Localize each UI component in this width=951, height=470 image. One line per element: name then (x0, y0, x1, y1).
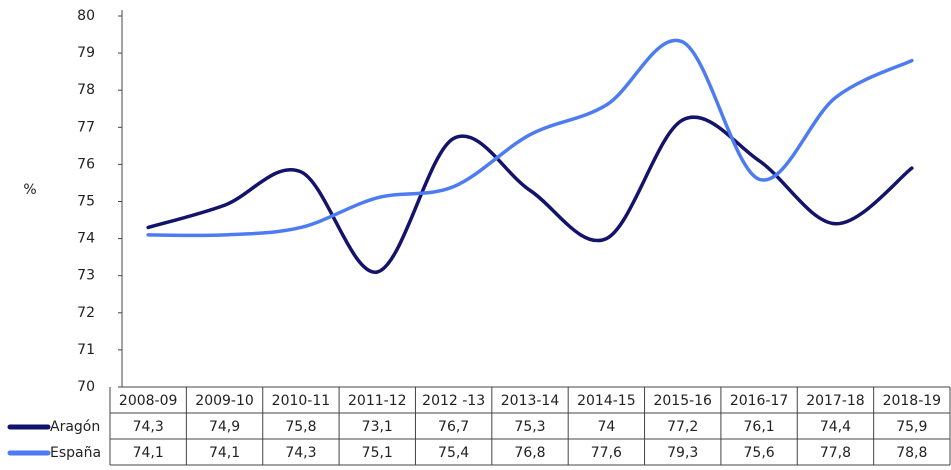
table-value: 76,8 (514, 445, 545, 461)
table-value: 75,1 (362, 445, 393, 461)
y-tick-label: 78 (77, 82, 95, 98)
table-value: 79,3 (667, 445, 698, 461)
y-tick-label: 80 (77, 8, 95, 24)
y-tick-label: 70 (77, 379, 95, 395)
y-tick-label: 73 (77, 268, 95, 284)
table-value: 75,4 (438, 445, 469, 461)
table-value: 76,1 (744, 419, 775, 435)
y-axis-label: % (23, 182, 36, 198)
y-tick-label: 75 (77, 194, 95, 210)
x-tick-label: 2010-11 (272, 393, 331, 409)
table-value: 74,1 (133, 445, 164, 461)
x-tick-label: 2011-12 (348, 393, 407, 409)
legend-label: España (50, 445, 101, 461)
x-tick-label: 2017-18 (806, 393, 865, 409)
y-tick-label: 72 (77, 305, 95, 321)
table-value: 74,3 (285, 445, 316, 461)
table-value: 74 (597, 419, 615, 435)
table-value: 77,8 (820, 445, 851, 461)
x-tick-label: 2014-15 (577, 393, 636, 409)
table-value: 74,1 (209, 445, 240, 461)
y-tick-label: 71 (77, 342, 95, 358)
x-tick-label: 2008-09 (119, 393, 178, 409)
x-tick-label: 2015-16 (653, 393, 712, 409)
x-tick-label: 2018-19 (883, 393, 942, 409)
x-tick-label: 2009-10 (195, 393, 254, 409)
x-tick-label: 2012 -13 (422, 393, 485, 409)
table-value: 73,1 (362, 419, 393, 435)
table-value: 75,6 (744, 445, 775, 461)
x-tick-label: 2013-14 (501, 393, 560, 409)
table-value: 75,9 (896, 419, 927, 435)
line (146, 38, 914, 238)
legend-label: Aragón (50, 419, 100, 435)
y-tick-label: 76 (77, 156, 95, 172)
x-tick-label: 2016-17 (730, 393, 789, 409)
table-value: 78,8 (896, 445, 927, 461)
table-value: 75,8 (285, 419, 316, 435)
table-value: 74,3 (133, 419, 164, 435)
line (146, 115, 914, 274)
y-tick-label: 79 (77, 45, 95, 61)
table-value: 77,6 (591, 445, 622, 461)
y-tick-label: 77 (77, 119, 95, 135)
y-tick-label: 74 (77, 231, 95, 247)
table-value: 74,9 (209, 419, 240, 435)
table-value: 75,3 (514, 419, 545, 435)
table-value: 77,2 (667, 419, 698, 435)
table-value: 74,4 (820, 419, 851, 435)
table-value: 76,7 (438, 419, 469, 435)
